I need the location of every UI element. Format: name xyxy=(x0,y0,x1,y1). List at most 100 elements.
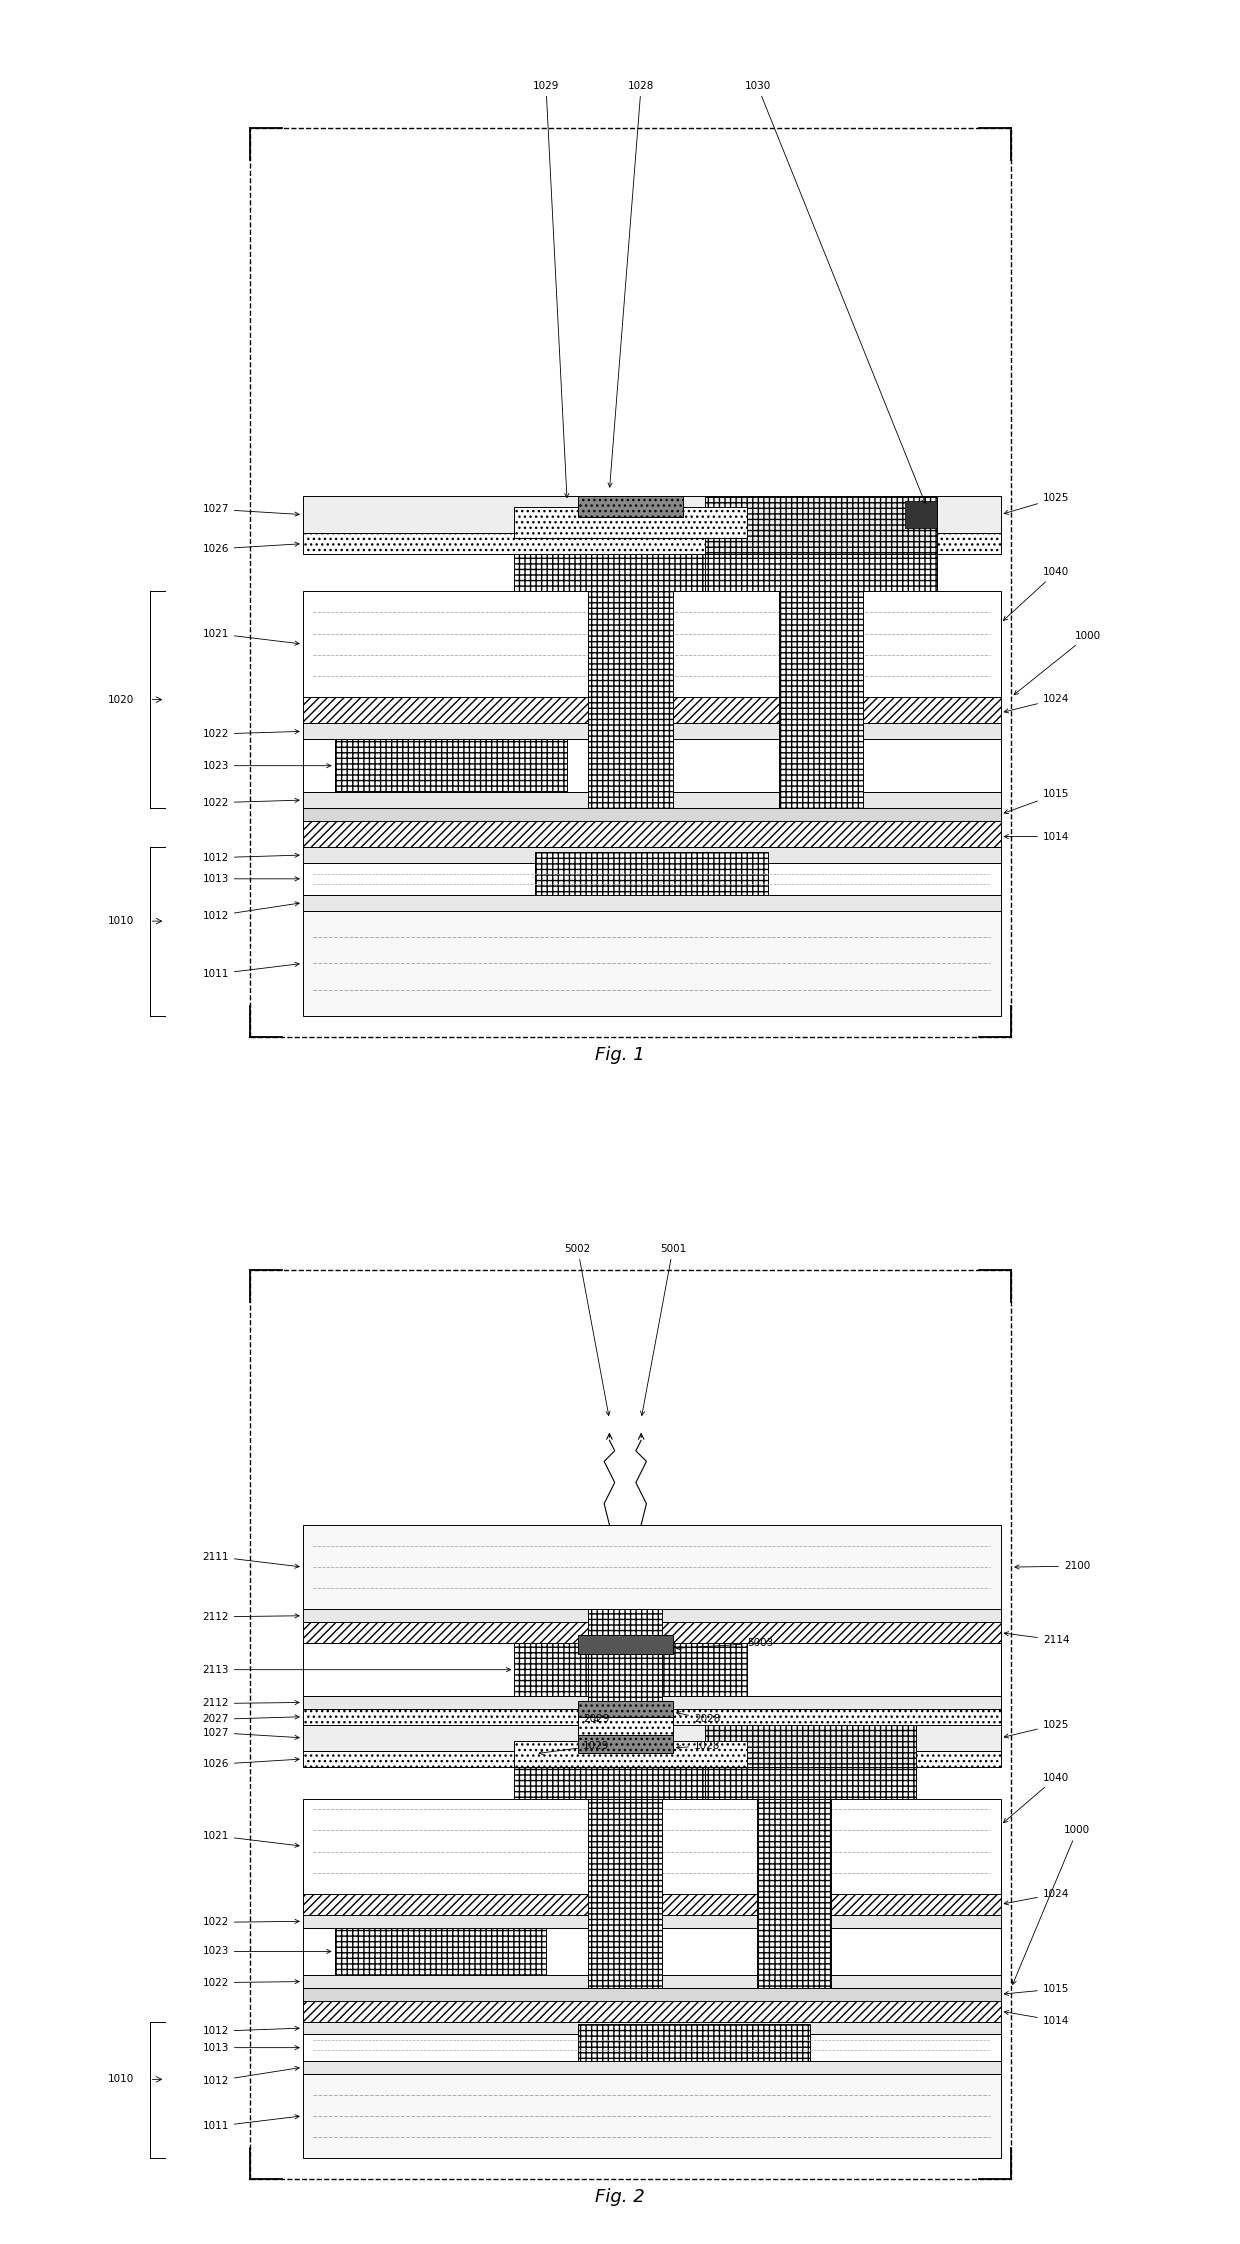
Bar xyxy=(303,2002,1001,2022)
Bar xyxy=(303,1708,1001,1726)
Text: Fig. 1: Fig. 1 xyxy=(595,1046,645,1064)
Text: 1024: 1024 xyxy=(1004,693,1069,714)
Bar xyxy=(303,808,1001,821)
Bar xyxy=(303,698,1001,723)
Text: 1000: 1000 xyxy=(1012,1824,1090,1984)
Text: 1022: 1022 xyxy=(202,1977,299,1988)
Text: 2114: 2114 xyxy=(1004,1631,1069,1645)
Bar xyxy=(704,1726,916,1766)
Bar xyxy=(303,2073,1001,2159)
Bar xyxy=(303,1894,1001,1914)
Bar xyxy=(303,1928,335,1975)
Bar xyxy=(588,590,673,808)
Bar xyxy=(515,1643,746,1696)
Bar xyxy=(303,1643,515,1696)
Text: 1013: 1013 xyxy=(202,873,299,884)
Text: 1029: 1029 xyxy=(539,1741,609,1755)
Bar xyxy=(578,1701,673,1717)
Bar xyxy=(303,590,1001,698)
Bar xyxy=(905,500,937,527)
Bar xyxy=(578,1708,673,1735)
Text: 5003: 5003 xyxy=(677,1638,773,1649)
Text: 2029: 2029 xyxy=(583,1714,609,1723)
Text: 1021: 1021 xyxy=(202,1831,299,1847)
Text: 1014: 1014 xyxy=(1004,2011,1069,2026)
Text: 1027: 1027 xyxy=(202,1728,299,1739)
Bar xyxy=(303,1609,1001,1622)
Bar xyxy=(779,590,863,808)
Bar xyxy=(303,1914,1001,1928)
Text: 1023: 1023 xyxy=(202,1946,331,1957)
Text: 1000: 1000 xyxy=(1014,631,1101,696)
Text: 1012: 1012 xyxy=(202,2026,299,2035)
Text: Fig. 2: Fig. 2 xyxy=(595,2188,645,2206)
Text: 1010: 1010 xyxy=(108,2073,134,2085)
Text: 1015: 1015 xyxy=(1004,1984,1069,1995)
Bar xyxy=(303,2060,1001,2073)
Text: 1014: 1014 xyxy=(1004,833,1069,842)
Bar xyxy=(303,821,1001,848)
Bar xyxy=(704,1766,916,1800)
Text: 1012: 1012 xyxy=(202,2067,299,2087)
Text: 1028: 1028 xyxy=(677,1741,720,1750)
Bar xyxy=(746,1643,1001,1696)
Bar xyxy=(303,792,1001,808)
Text: 1011: 1011 xyxy=(202,963,299,978)
Text: 2028: 2028 xyxy=(677,1712,720,1723)
Bar xyxy=(335,738,567,792)
Bar xyxy=(567,738,1001,792)
Text: 1025: 1025 xyxy=(1004,494,1069,514)
Bar xyxy=(588,1800,662,1988)
Bar xyxy=(303,1975,1001,1988)
Text: 1012: 1012 xyxy=(202,853,299,862)
Bar xyxy=(303,1726,1001,1750)
Bar xyxy=(303,911,1001,1017)
Text: 2111: 2111 xyxy=(202,1551,299,1569)
Bar xyxy=(303,848,1001,864)
Text: 1025: 1025 xyxy=(1004,1719,1069,1739)
Bar xyxy=(578,496,683,518)
Text: 1012: 1012 xyxy=(202,902,299,920)
Text: 1021: 1021 xyxy=(202,628,299,646)
Bar xyxy=(704,496,937,554)
Bar xyxy=(303,2022,1001,2035)
Bar xyxy=(515,1741,746,1766)
Bar xyxy=(578,2024,810,2060)
Bar xyxy=(303,1526,1001,1609)
Text: 2027: 2027 xyxy=(202,1714,299,1723)
Bar xyxy=(588,1609,662,1708)
Bar xyxy=(303,723,1001,738)
Text: 1015: 1015 xyxy=(1004,790,1069,815)
Bar xyxy=(515,507,746,539)
Text: 2112: 2112 xyxy=(202,1611,299,1622)
Text: 1022: 1022 xyxy=(202,729,299,738)
Text: 1022: 1022 xyxy=(202,797,299,808)
Bar xyxy=(303,496,1001,534)
Bar xyxy=(250,1270,1011,2179)
Text: 5002: 5002 xyxy=(564,1243,610,1416)
Text: 1010: 1010 xyxy=(108,916,134,927)
Bar xyxy=(704,554,937,590)
Text: 2112: 2112 xyxy=(202,1699,299,1708)
Bar xyxy=(303,1750,1001,1766)
Text: 1026: 1026 xyxy=(202,1757,299,1768)
Text: 2100: 2100 xyxy=(1014,1562,1090,1571)
Text: 5001: 5001 xyxy=(641,1243,686,1416)
Text: 2113: 2113 xyxy=(202,1665,511,1674)
Text: 1020: 1020 xyxy=(108,696,134,705)
Bar xyxy=(303,738,335,792)
Bar xyxy=(758,1800,832,1988)
Bar xyxy=(303,1622,1001,1643)
Text: 1024: 1024 xyxy=(1004,1889,1069,1905)
Text: 1023: 1023 xyxy=(202,761,331,770)
Bar xyxy=(303,864,1001,895)
Text: 1026: 1026 xyxy=(202,543,299,554)
Text: 1029: 1029 xyxy=(533,81,569,498)
Bar xyxy=(303,1696,1001,1708)
Bar xyxy=(303,1800,1001,1894)
Text: 1030: 1030 xyxy=(744,81,925,503)
Bar xyxy=(578,1636,673,1654)
Bar xyxy=(303,2035,1001,2060)
Text: 1028: 1028 xyxy=(608,81,655,487)
Text: 1022: 1022 xyxy=(202,1916,299,1928)
